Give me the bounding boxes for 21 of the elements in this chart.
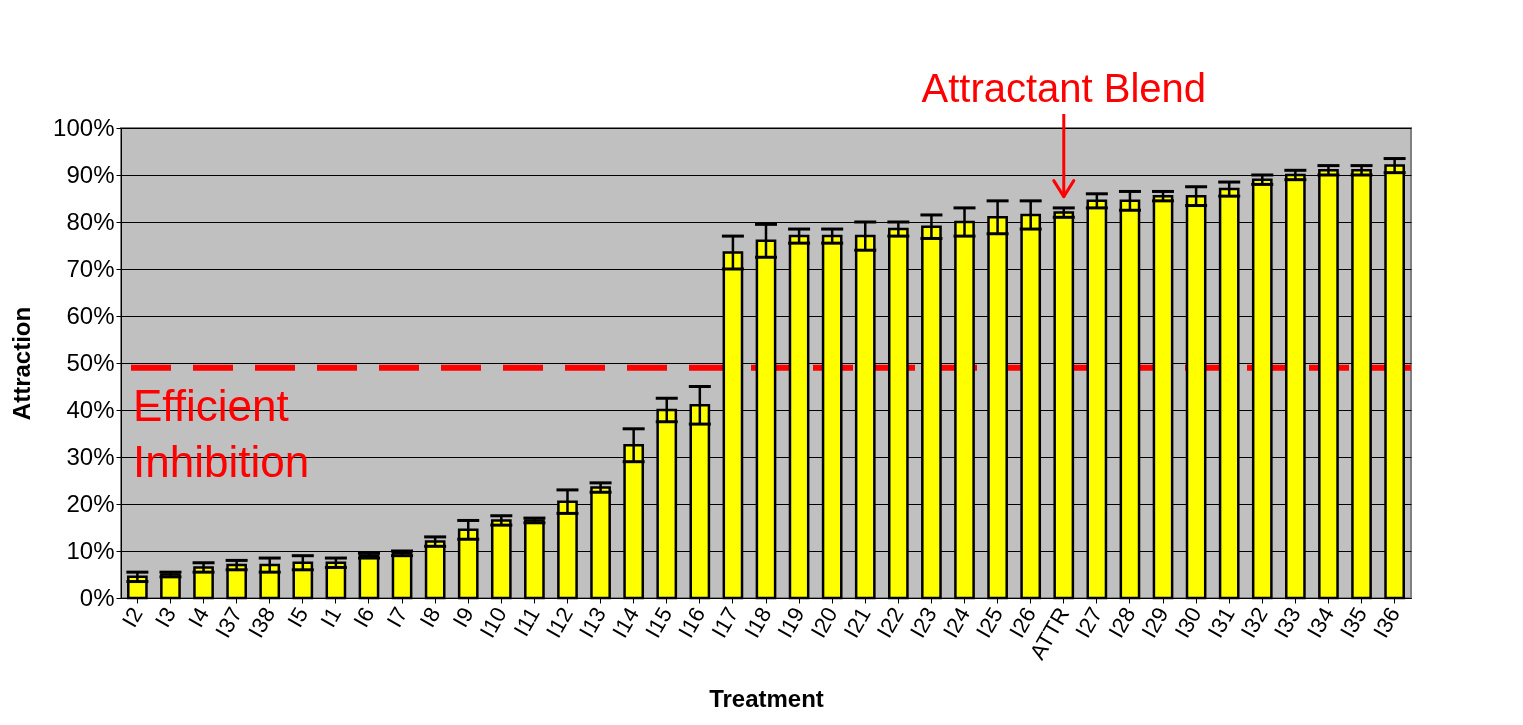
y-tick-label: 30% — [66, 442, 115, 470]
x-tick-label: I3 — [150, 603, 181, 632]
x-tick-label: I5 — [282, 603, 314, 632]
y-tick-label: 10% — [66, 536, 115, 564]
y-tick-label: 20% — [66, 489, 115, 517]
y-tick-label: 50% — [66, 348, 115, 376]
y-tick-label: 80% — [66, 207, 115, 235]
x-tick-label: I2 — [116, 603, 148, 632]
x-tick-label: I7 — [381, 603, 413, 632]
x-tick-label: I6 — [348, 603, 380, 632]
x-tick-label: I8 — [414, 603, 446, 632]
x-tick-label: I1 — [315, 603, 347, 632]
annotation: Attractant Blend — [921, 66, 1207, 110]
y-tick-label: 40% — [66, 395, 115, 423]
y-axis-title: Attraction — [8, 306, 36, 421]
y-tick-label: 100% — [53, 113, 115, 141]
y-tick-label: 60% — [66, 301, 115, 329]
y-tick-label: 0% — [79, 583, 115, 611]
y-tick-label: 70% — [66, 254, 115, 282]
y-tick-label: 90% — [66, 160, 115, 188]
x-axis-title: Treatment — [709, 685, 824, 713]
